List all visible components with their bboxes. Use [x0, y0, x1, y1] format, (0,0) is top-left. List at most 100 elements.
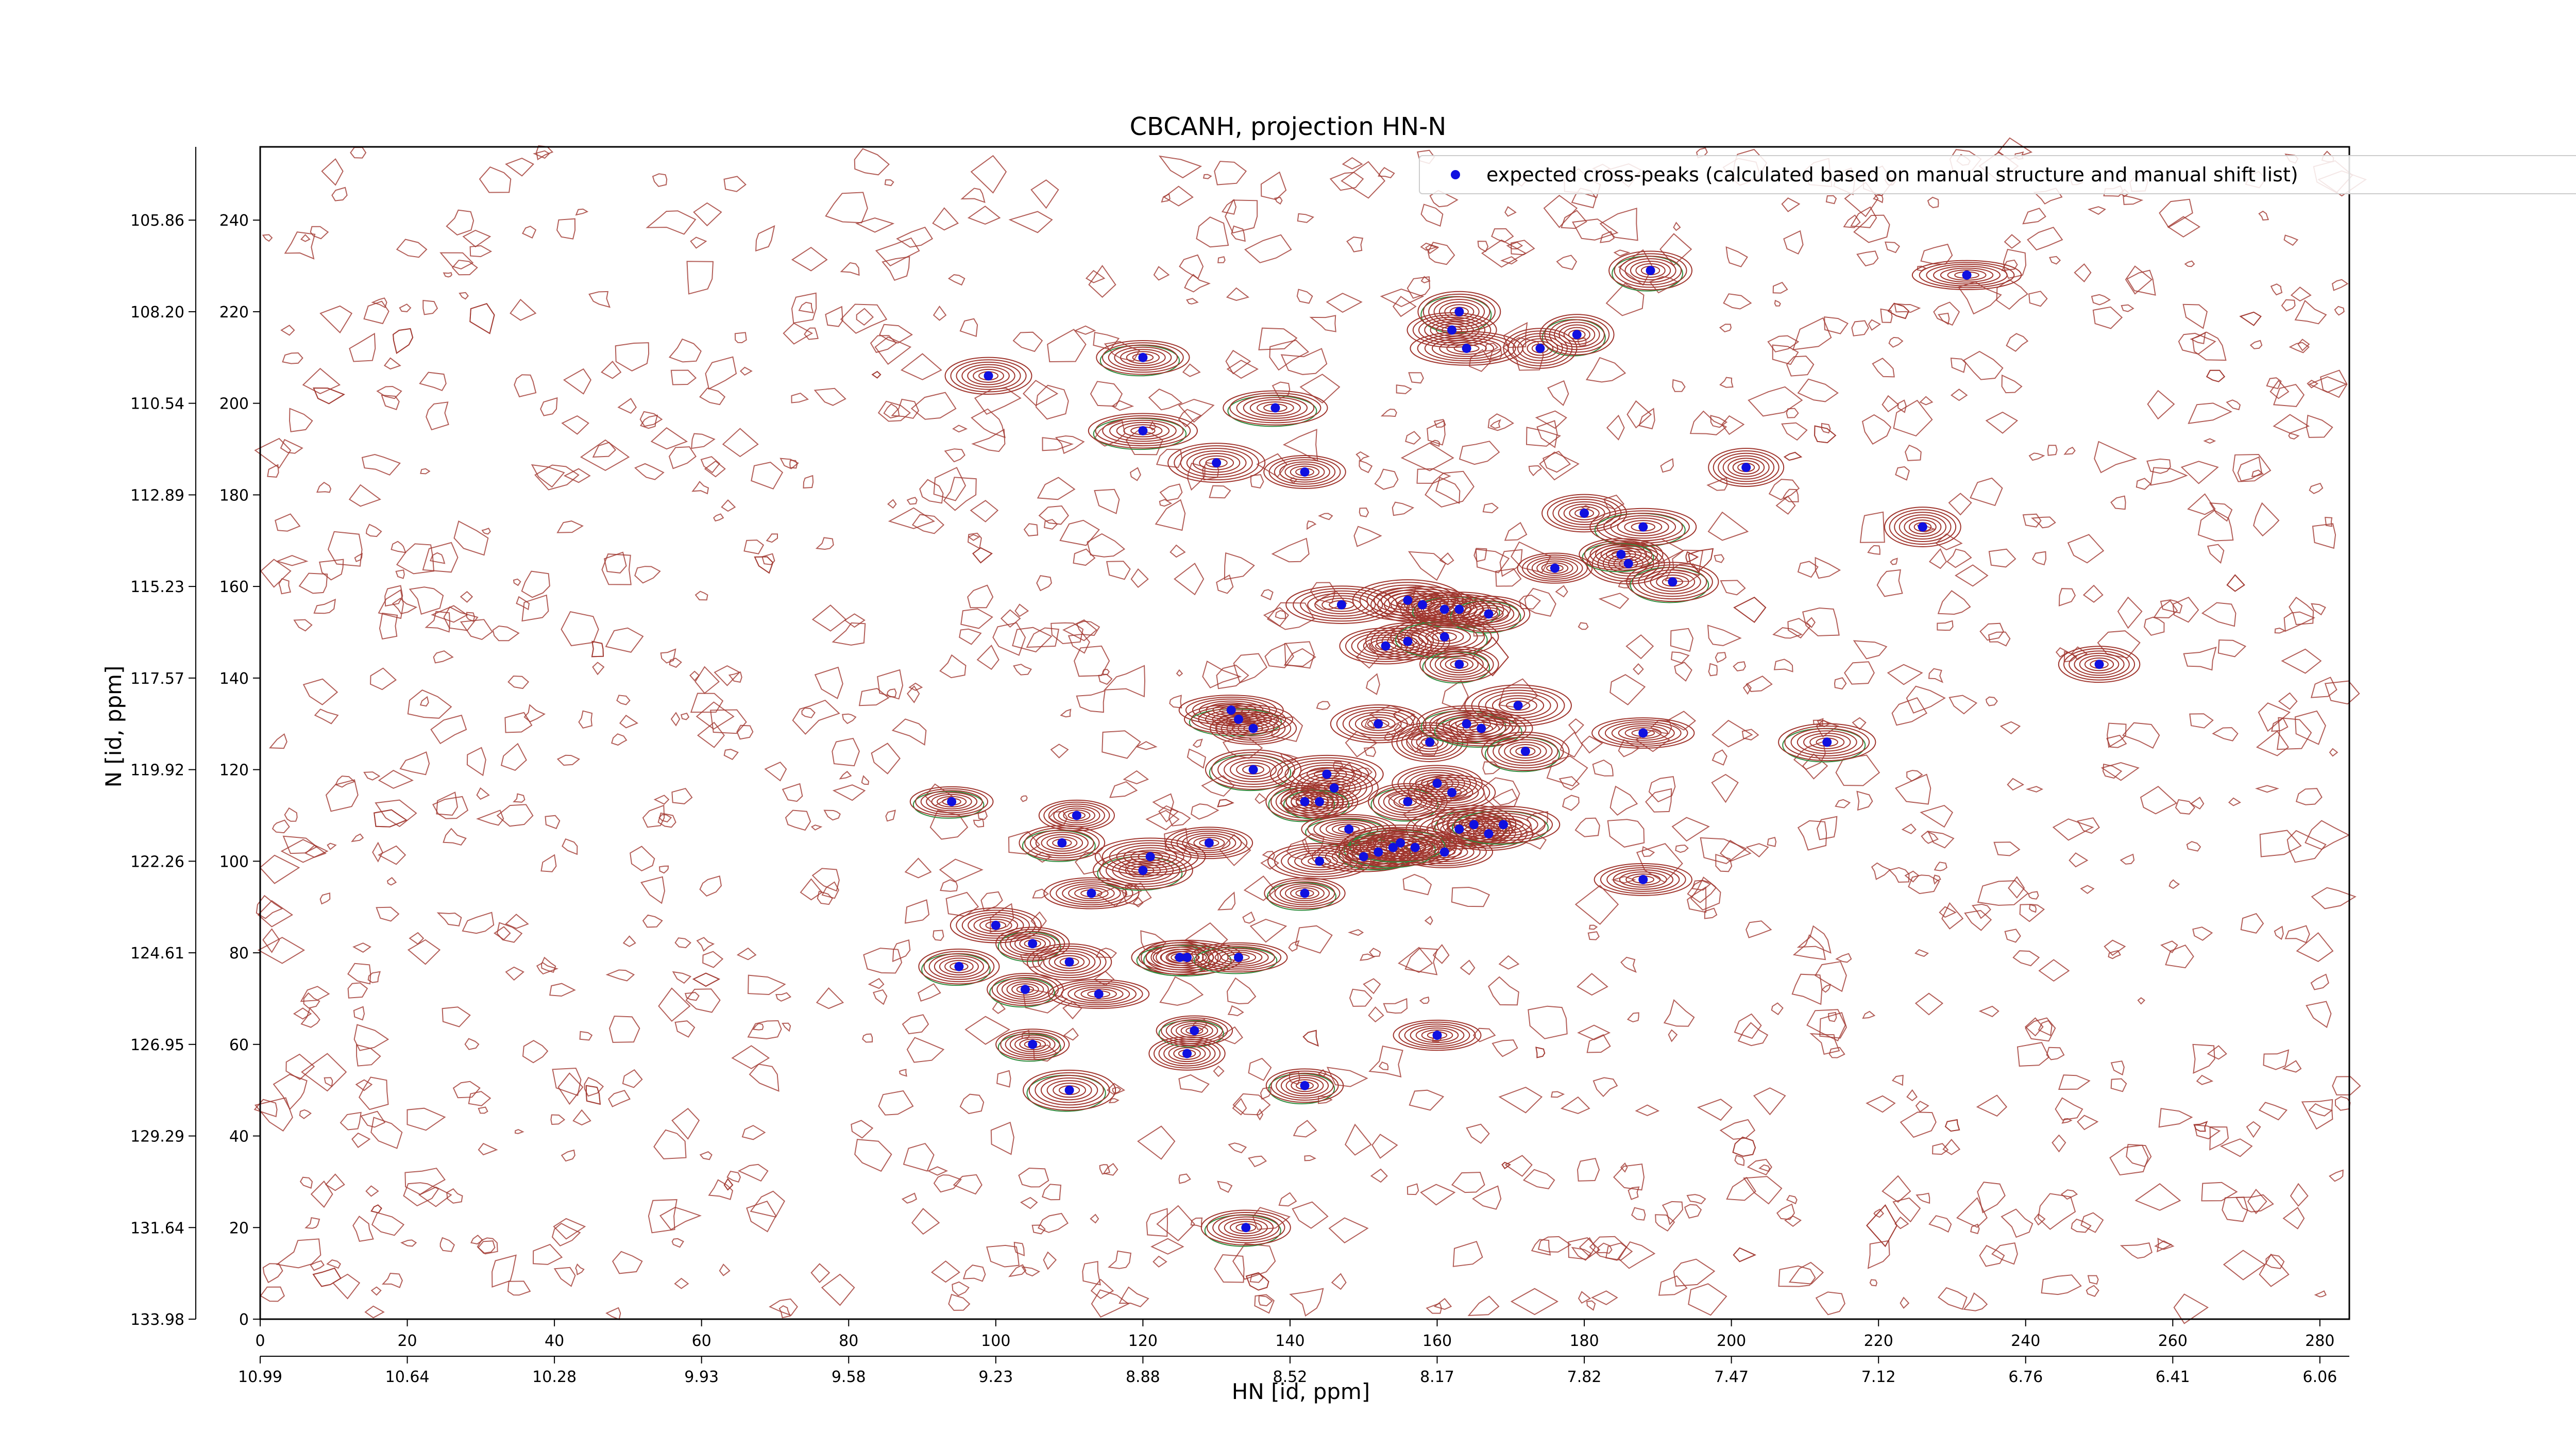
peak-marker: [1513, 701, 1523, 711]
plot-frame: [259, 146, 2350, 1320]
peak-marker: [1403, 636, 1413, 646]
peak-marker: [1028, 939, 1038, 949]
peak-marker: [1432, 1031, 1442, 1040]
x-ppm-tick-label: 8.52: [1273, 1368, 1308, 1386]
peak-marker: [1454, 824, 1464, 834]
peak-marker: [1138, 866, 1148, 875]
x-ppm-tick-label: 10.99: [238, 1368, 282, 1386]
x-ppm-tick-label: 8.88: [1126, 1368, 1160, 1386]
peak-marker: [1396, 838, 1405, 848]
x-tick-label: 40: [545, 1332, 564, 1350]
peak-marker: [1388, 843, 1398, 852]
peak-marker: [1226, 705, 1236, 715]
peak-marker: [1175, 952, 1184, 962]
peak-marker: [1190, 1026, 1199, 1036]
legend-label: expected cross-peaks (calculated based o…: [1486, 163, 2298, 186]
peak-marker: [1241, 1223, 1251, 1233]
marker-layer: [947, 265, 2104, 1233]
peak-marker: [1439, 847, 1449, 857]
peak-marker: [1020, 985, 1030, 995]
peak-marker: [1072, 811, 1081, 820]
x-tick-label: 260: [2158, 1332, 2188, 1350]
y-tick-label: 220: [219, 304, 249, 322]
peak-marker: [1454, 307, 1464, 316]
peak-marker: [1499, 820, 1509, 830]
peak-marker: [1336, 600, 1346, 610]
x-tick-label: 280: [2305, 1332, 2334, 1350]
y-tick-label: 120: [219, 762, 249, 780]
peak-marker: [1381, 641, 1391, 651]
peak-marker: [1248, 765, 1258, 774]
x-ppm-tick-label: 6.06: [2302, 1368, 2337, 1386]
x-ppm-tick-label: 7.47: [1714, 1368, 1749, 1386]
y-tick-label: 200: [219, 395, 249, 413]
peak-marker: [1668, 577, 1677, 587]
y-ppm-tick-label: 115.23: [130, 578, 184, 596]
x-tick-label: 100: [981, 1332, 1010, 1350]
peak-marker: [1646, 265, 1655, 275]
peak-marker: [1329, 783, 1339, 793]
peak-marker: [1322, 769, 1332, 779]
x-ppm-tick-label: 7.82: [1567, 1368, 1602, 1386]
peak-marker: [1432, 779, 1442, 788]
peak-marker: [1300, 888, 1310, 898]
y-tick-label: 20: [229, 1219, 249, 1237]
peak-marker: [1454, 604, 1464, 614]
peak-marker: [1580, 508, 1589, 518]
peak-marker: [1315, 856, 1325, 866]
peak-marker: [1638, 874, 1648, 884]
x-ppm-tick-label: 10.64: [385, 1368, 430, 1386]
peak-marker: [991, 920, 1001, 930]
peak-marker: [1469, 820, 1479, 830]
peak-marker: [1028, 1039, 1038, 1049]
x-ppm-tick-label: 9.23: [978, 1368, 1013, 1386]
y-axis-ppm: 133.98 131.64 129.29 126.95 124.61 122.26 119.…: [130, 147, 196, 1329]
peak-marker: [1270, 403, 1280, 413]
chart-title: CBCANH, projection HN-N: [1130, 112, 1447, 141]
x-ppm-tick-label: 6.76: [2008, 1368, 2043, 1386]
peak-marker: [1233, 952, 1243, 962]
y-tick-label: 100: [219, 853, 249, 871]
peak-marker: [1638, 522, 1648, 532]
x-tick-label: 120: [1128, 1332, 1158, 1350]
x-tick-label: 180: [1569, 1332, 1599, 1350]
y-ppm-tick-label: 133.98: [130, 1311, 184, 1329]
peak-marker: [954, 962, 964, 971]
x-axis-label: HN [id, ppm]: [1232, 1379, 1370, 1404]
y-ppm-tick-label: 112.89: [130, 486, 184, 504]
x-ppm-tick-label: 8.17: [1420, 1368, 1454, 1386]
x-tick-label: 80: [839, 1332, 858, 1350]
x-tick-label: 160: [1422, 1332, 1452, 1350]
y-axis-index: 0 20 40 60 80 100 120 140 160 180 200 220 240: [219, 212, 260, 1329]
peak-marker: [1462, 719, 1471, 729]
peak-marker: [1403, 595, 1413, 605]
peak-marker: [1094, 989, 1104, 999]
y-ppm-tick-label: 108.20: [130, 304, 184, 322]
y-ppm-tick-label: 131.64: [130, 1219, 184, 1237]
y-tick-label: 240: [219, 212, 249, 230]
y-ppm-tick-label: 129.29: [130, 1128, 184, 1146]
peak-marker: [1462, 344, 1471, 353]
peak-marker: [1447, 788, 1457, 798]
y-ppm-tick-label: 110.54: [130, 395, 184, 413]
x-ppm-tick-label: 10.28: [532, 1368, 577, 1386]
peak-marker: [1248, 723, 1258, 733]
peak-marker: [1087, 888, 1096, 898]
peak-marker: [1145, 852, 1155, 862]
y-ppm-tick-label: 122.26: [130, 853, 184, 871]
peak-marker: [1477, 723, 1486, 733]
peak-marker: [1204, 838, 1214, 848]
peak-marker: [1484, 829, 1494, 839]
peak-marker: [1410, 843, 1420, 852]
peak-marker: [1535, 344, 1545, 353]
peak-marker: [1300, 467, 1310, 477]
x-ppm-tick-label: 9.93: [684, 1368, 719, 1386]
peak-marker: [1138, 426, 1148, 435]
y-tick-label: 160: [219, 578, 249, 596]
x-tick-label: 60: [692, 1332, 711, 1350]
peak-marker: [1822, 737, 1832, 747]
peak-marker: [1417, 600, 1427, 610]
peak-marker: [1454, 660, 1464, 669]
